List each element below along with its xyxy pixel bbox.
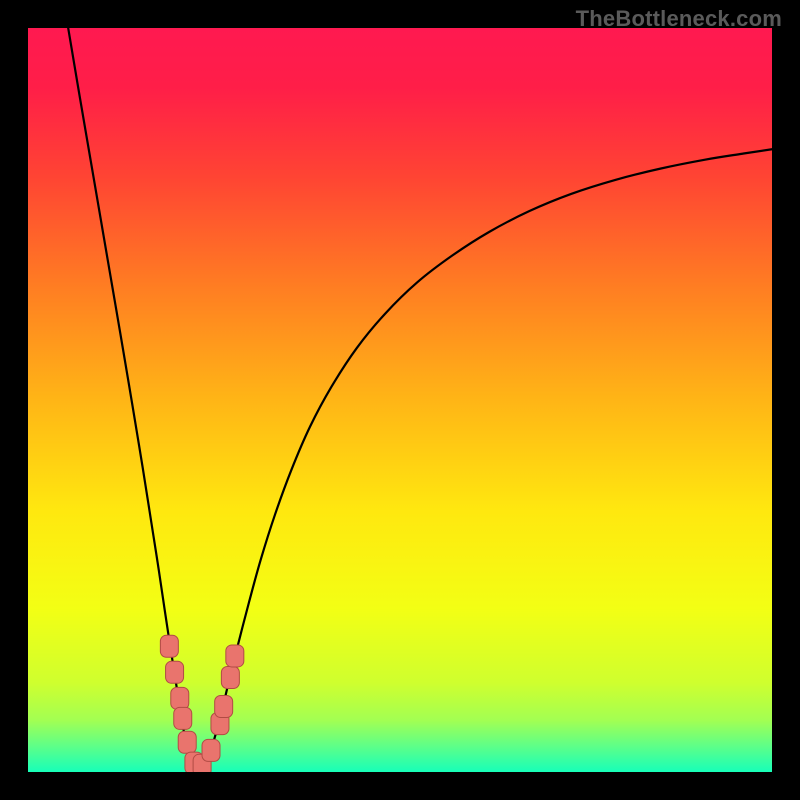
marker-point [171,687,189,709]
marker-point [160,635,178,657]
marker-point [221,667,239,689]
plot-svg [0,0,800,800]
marker-point [226,645,244,667]
bottleneck-plot-root: TheBottleneck.com [0,0,800,800]
marker-point [166,661,184,683]
marker-point [174,707,192,729]
marker-point [202,739,220,761]
marker-point [178,731,196,753]
watermark-text: TheBottleneck.com [576,6,782,32]
marker-point [215,696,233,718]
gradient-background [28,28,772,772]
